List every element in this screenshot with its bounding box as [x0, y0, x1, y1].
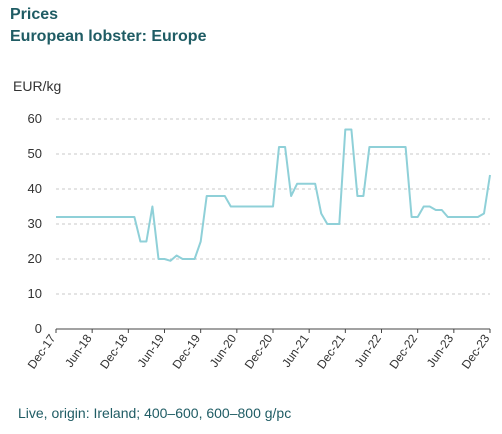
series-layer [56, 128, 491, 262]
chart-footnote: Live, origin: Ireland; 400–600, 600–800 … [18, 405, 292, 421]
y-tick-label: 60 [28, 111, 42, 126]
x-tick-label: Jun-18 [62, 331, 95, 369]
grid [56, 118, 490, 295]
y-tick-label: 40 [28, 181, 42, 196]
x-tick-label: Dec-17 [25, 331, 59, 371]
chart-title: Prices [10, 6, 59, 23]
x-tick-label: Jun-19 [134, 331, 167, 369]
x-tick-label: Dec-19 [169, 331, 203, 371]
y-tick-label: 10 [28, 286, 42, 301]
x-tick-label: Dec-23 [459, 331, 493, 371]
y-tick-label: 0 [35, 321, 42, 336]
y-tick-label: 50 [28, 146, 42, 161]
x-axis: Dec-17 Jun-18 Dec-18 Jun-19 Dec-19 Jun-20 Dec-… [25, 328, 493, 371]
x-tick-label: Jun-21 [279, 331, 312, 369]
y-axis: 0 10 20 30 40 50 60 [28, 111, 42, 336]
y-axis-label: EUR/kg [13, 78, 62, 94]
y-tick-label: 30 [28, 216, 42, 231]
x-tick-label: Jun-22 [351, 331, 384, 369]
x-tick-label: Jun-20 [207, 331, 240, 369]
x-tick-label: Dec-21 [314, 331, 348, 371]
x-tick-label: Jun-23 [424, 331, 457, 369]
series-line [56, 128, 491, 262]
x-tick-label: Dec-20 [242, 331, 276, 371]
chart-subtitle: European lobster: Europe [10, 28, 207, 45]
y-tick-label: 20 [28, 251, 42, 266]
x-tick-label: Dec-22 [386, 331, 420, 371]
x-tick-label: Dec-18 [97, 331, 131, 371]
